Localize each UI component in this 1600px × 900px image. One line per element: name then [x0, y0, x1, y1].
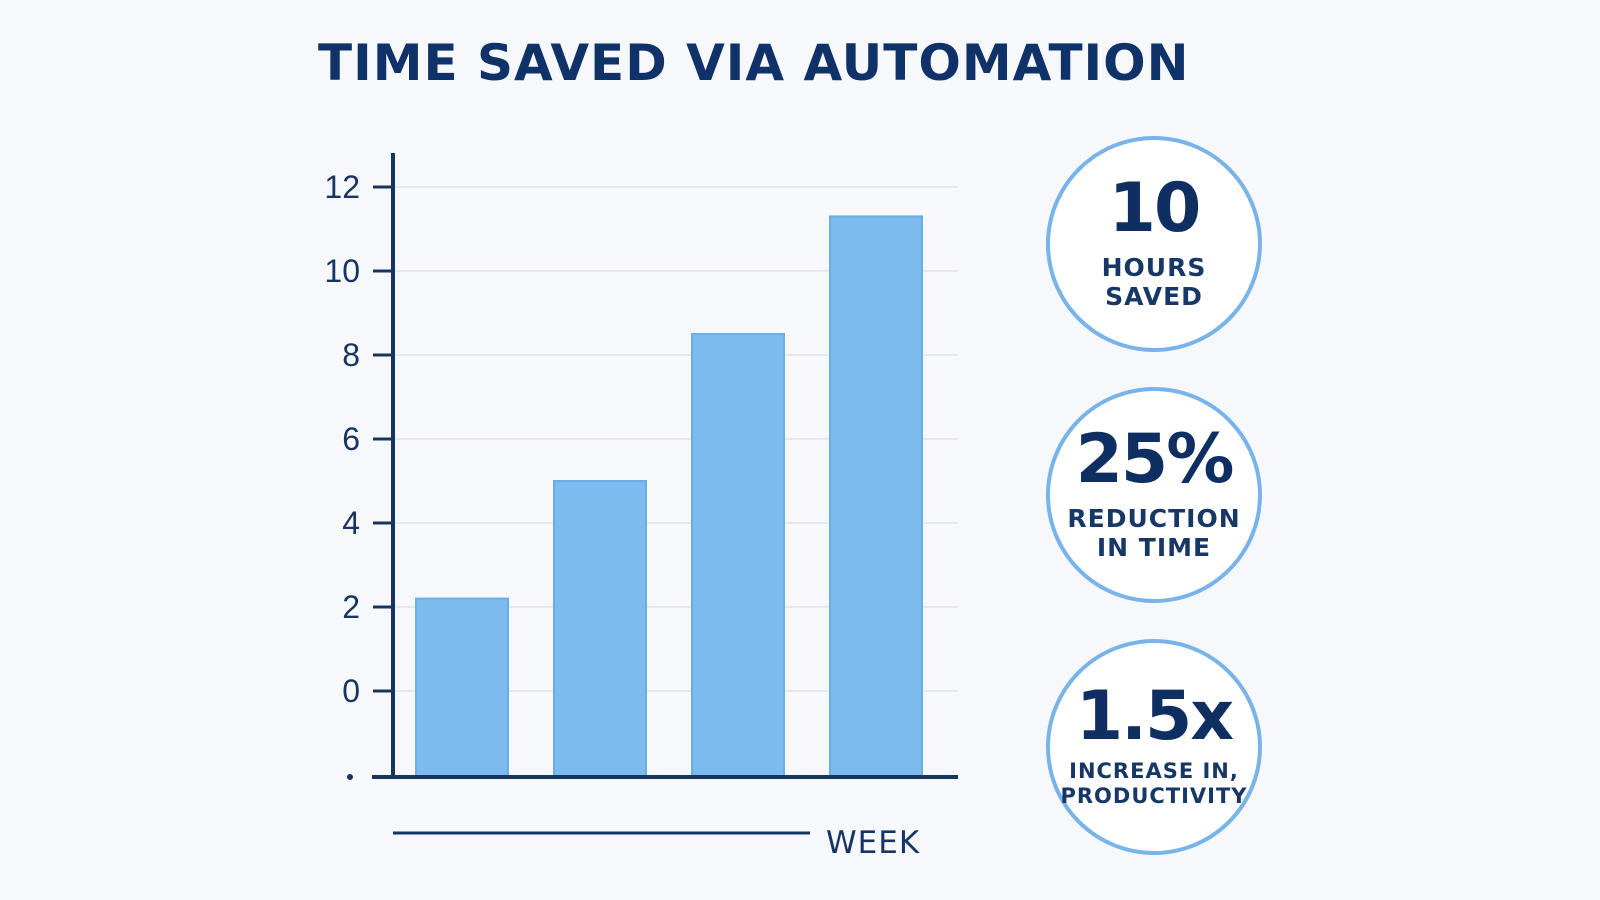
- bars: [415, 215, 923, 778]
- stat-label-line: HOURS: [1101, 252, 1207, 282]
- stat-value: 1.5x: [1075, 677, 1234, 757]
- stat-label: INCREASE IN, PRODUCTIVITY: [1060, 759, 1247, 809]
- y-tick-label: 8: [342, 337, 360, 373]
- stat-productivity-increase: 1.5x INCREASE IN, PRODUCTIVITY: [1046, 639, 1262, 855]
- stat-label: HOURS SAVED: [1102, 253, 1207, 312]
- stat-label-line: SAVED: [1105, 282, 1203, 311]
- y-axis-ticks: 0 2 4 6 8 10 12: [324, 169, 393, 709]
- stat-reduction-in-time: 25% REDUCTION IN TIME: [1046, 387, 1262, 603]
- stat-label-line: PRODUCTIVITY: [1060, 784, 1248, 808]
- y-tick-label: 0: [342, 673, 360, 709]
- axis-origin-dot: [347, 774, 353, 780]
- x-axis-label: WEEK: [826, 825, 920, 861]
- chart-title: TIME SAVED VIA AUTOMATION: [318, 34, 1190, 92]
- bar: [829, 215, 923, 778]
- stat-label-line: IN TIME: [1096, 533, 1212, 562]
- y-tick-label: 4: [342, 505, 360, 541]
- stat-label-line: REDUCTION: [1067, 503, 1241, 533]
- bar: [553, 480, 647, 778]
- axes: [347, 153, 958, 835]
- stat-label: REDUCTION IN TIME: [1067, 504, 1240, 563]
- stat-value: 10: [1108, 168, 1202, 248]
- stat-value: 25%: [1075, 419, 1235, 499]
- stat-hours-saved: 10 HOURS SAVED: [1046, 136, 1262, 352]
- y-tick-label: 6: [342, 421, 360, 457]
- bar: [691, 333, 785, 778]
- y-tick-label: 12: [324, 169, 360, 205]
- y-tick-label: 10: [324, 253, 360, 289]
- stat-label-line: INCREASE IN,: [1069, 759, 1239, 784]
- y-tick-label: 2: [342, 589, 360, 625]
- bar: [415, 597, 509, 778]
